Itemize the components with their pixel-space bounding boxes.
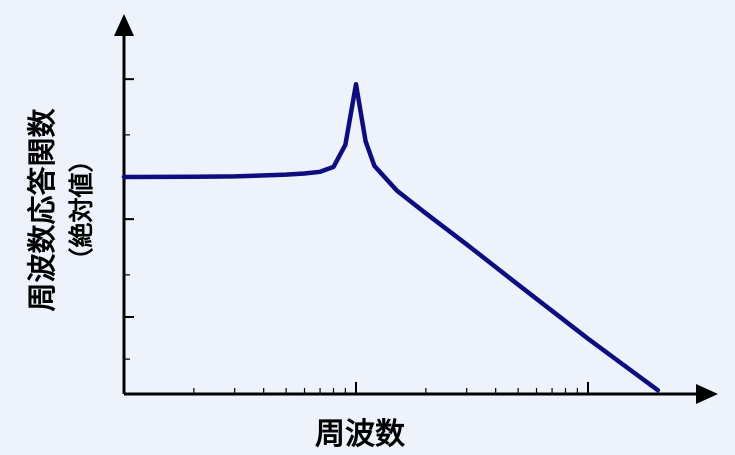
y-axis-arrow [114,14,134,36]
axis-ticks [124,78,659,394]
plot-area [121,81,661,393]
axes [114,14,718,404]
series-line-0 [121,81,661,393]
x-axis-arrow [696,384,718,404]
x-axis-label: 周波数 [315,417,406,452]
y-axis-sublabel: （絶対値） [67,147,96,272]
y-axis-label: 周波数応答関数 [25,108,59,312]
